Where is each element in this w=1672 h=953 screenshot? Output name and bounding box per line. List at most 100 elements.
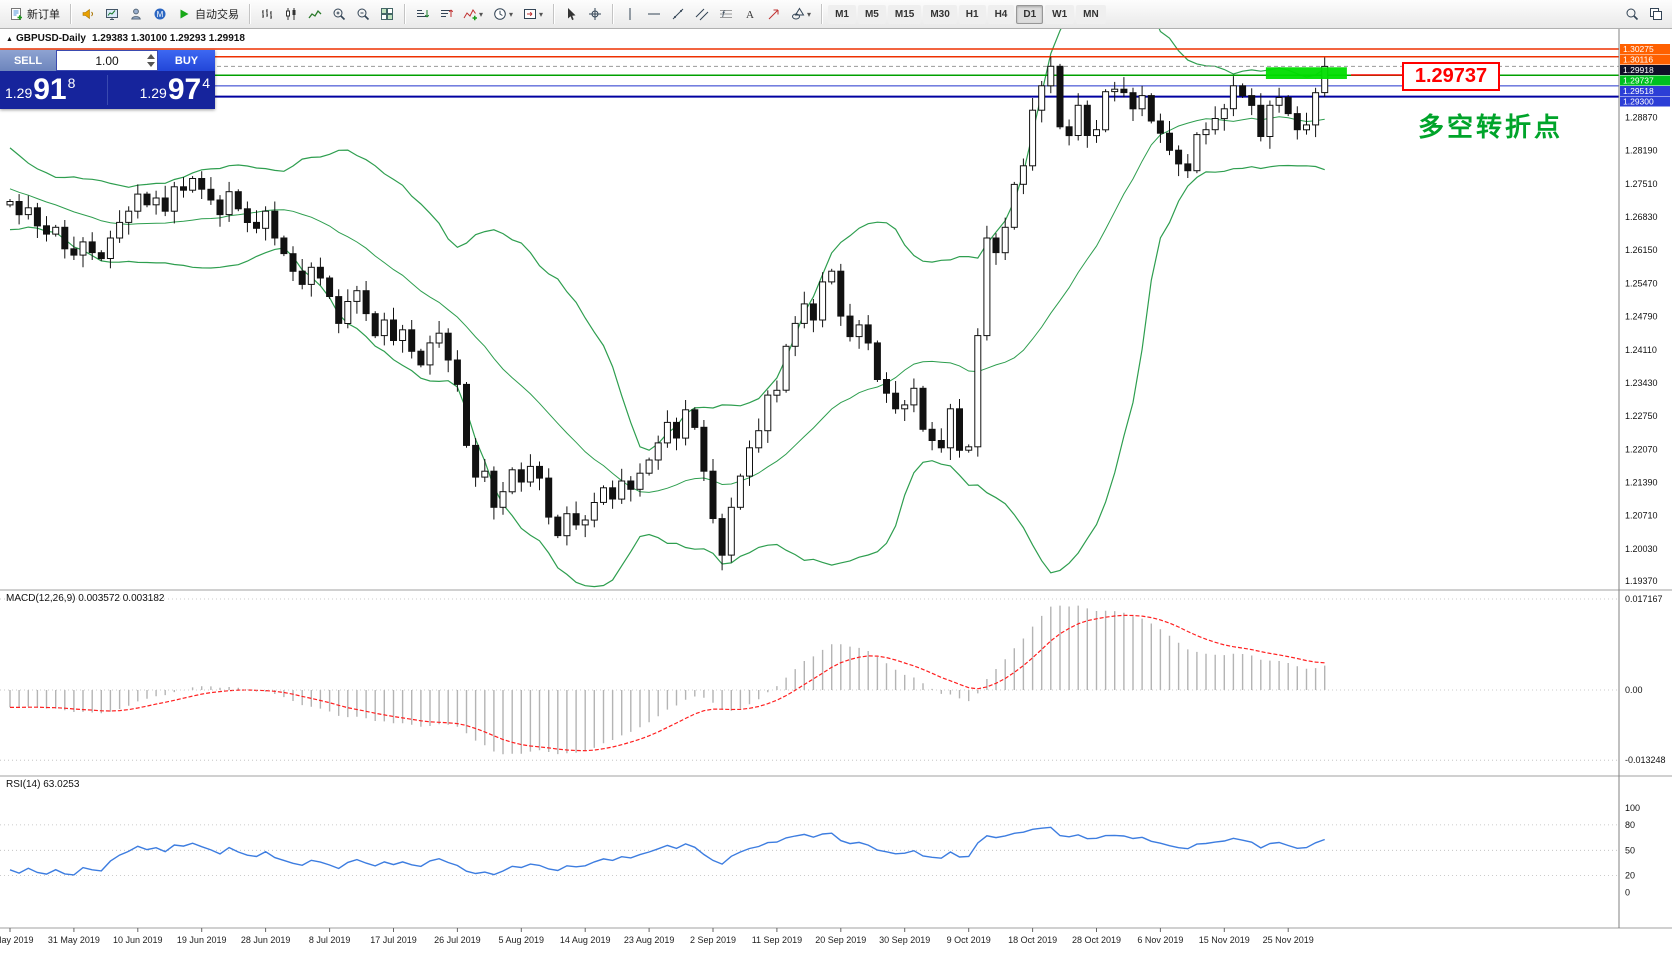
timeframe-mn[interactable]: MN xyxy=(1076,4,1106,24)
date-label: 6 Nov 2019 xyxy=(1137,935,1183,945)
timeframe-m1[interactable]: M1 xyxy=(828,4,856,24)
candle xyxy=(1147,95,1155,122)
chevron-down-icon[interactable]: ▾ xyxy=(807,9,812,19)
bar-chart-button[interactable] xyxy=(256,3,278,25)
price-tag-label: 1.30275 xyxy=(1623,44,1654,54)
candle xyxy=(1029,109,1037,167)
zoom-in-button[interactable] xyxy=(328,3,350,25)
turning-point-note[interactable]: 多空转折点 xyxy=(1418,112,1564,142)
symbol-period-label: GBPUSD-Daily xyxy=(15,33,86,44)
candles-layer xyxy=(6,56,1329,571)
candle xyxy=(399,329,407,341)
vertical-line-button[interactable] xyxy=(619,3,641,25)
text-button[interactable]: A xyxy=(739,3,761,25)
buy-button[interactable]: BUY xyxy=(158,50,215,71)
candle xyxy=(1065,126,1073,137)
mql-community-button[interactable]: M xyxy=(149,3,171,25)
alerts-button[interactable] xyxy=(77,3,99,25)
timeframe-d1[interactable]: D1 xyxy=(1016,4,1044,24)
timeframe-m5[interactable]: M5 xyxy=(857,4,886,24)
arrange-ascending-button[interactable] xyxy=(411,3,433,25)
price-tag xyxy=(1620,96,1670,107)
candle xyxy=(600,487,607,503)
rsi-axis-label: 50 xyxy=(1625,845,1635,855)
candlestick-chart-button[interactable] xyxy=(280,3,302,25)
candle xyxy=(125,210,133,223)
date-label: 30 Sep 2019 xyxy=(879,935,930,945)
candle xyxy=(143,193,151,206)
price-label: 1.22750 xyxy=(1625,411,1658,421)
candle xyxy=(946,408,954,449)
candle xyxy=(15,201,23,216)
price-tag xyxy=(1620,54,1670,65)
arrange-descending-button[interactable] xyxy=(435,3,457,25)
candle xyxy=(180,186,187,191)
chevron-down-icon[interactable]: ▾ xyxy=(479,9,484,19)
line-chart-button[interactable] xyxy=(304,3,326,25)
clock-icon xyxy=(493,7,507,21)
sell-button[interactable]: SELL xyxy=(0,50,56,71)
price-callout[interactable]: 1.29737 xyxy=(1402,62,1500,91)
candle xyxy=(700,426,708,472)
tile-windows-button[interactable] xyxy=(376,3,398,25)
timeframe-w1[interactable]: W1 xyxy=(1045,4,1075,24)
candle xyxy=(508,469,516,493)
date-label: 31 May 2019 xyxy=(48,935,100,945)
candle xyxy=(1248,95,1256,106)
equidistant-channel-button[interactable] xyxy=(691,3,713,25)
candle xyxy=(170,186,178,212)
spinner-down-icon[interactable] xyxy=(147,61,155,67)
chevron-down-icon[interactable]: ▾ xyxy=(539,9,544,19)
autotrading-button[interactable]: 自动交易 xyxy=(173,3,243,25)
fibonacci-button[interactable]: f xyxy=(715,3,737,25)
candle xyxy=(1175,149,1183,165)
volume-field[interactable]: 1.00 xyxy=(56,50,158,71)
candle xyxy=(1129,92,1137,110)
date-label: 8 Jul 2019 xyxy=(309,935,351,945)
tline-icon xyxy=(671,7,685,21)
chevron-down-icon[interactable]: ▾ xyxy=(509,9,514,19)
window-panes-button[interactable] xyxy=(1645,3,1667,25)
arrow-tool-button[interactable] xyxy=(763,3,785,25)
candle xyxy=(800,303,808,324)
volume-spinner[interactable] xyxy=(147,52,155,68)
candle xyxy=(819,281,827,321)
candle xyxy=(216,199,224,216)
profiles-button[interactable] xyxy=(125,3,147,25)
sell-price-head: 1.29 xyxy=(5,85,33,101)
candle xyxy=(408,329,416,352)
new-order-label: 新订单 xyxy=(27,9,60,21)
candle xyxy=(755,430,763,449)
candle xyxy=(371,313,379,337)
candle xyxy=(864,324,872,344)
toolbar-separator xyxy=(70,4,71,24)
shapes-button[interactable]: ▾ xyxy=(787,3,815,25)
timeframe-h1[interactable]: H1 xyxy=(958,4,986,24)
indicators-button[interactable]: ▾ xyxy=(459,3,487,25)
periods-button[interactable]: ▾ xyxy=(489,3,517,25)
search-icon xyxy=(1625,7,1639,21)
candle xyxy=(554,516,562,537)
zoom-out-button[interactable] xyxy=(352,3,374,25)
candle xyxy=(545,477,553,518)
user-icon xyxy=(129,7,143,21)
templates-button[interactable]: ▾ xyxy=(519,3,547,25)
candle xyxy=(526,465,534,483)
timeframe-h4[interactable]: H4 xyxy=(987,4,1015,24)
highlight-rect[interactable] xyxy=(1265,67,1347,79)
timeframe-m30[interactable]: M30 xyxy=(923,4,957,24)
crosshair-button[interactable] xyxy=(584,3,606,25)
spinner-up-icon[interactable] xyxy=(147,53,155,59)
horizontal-line-button[interactable] xyxy=(643,3,665,25)
zoom-window-button[interactable] xyxy=(1621,3,1643,25)
candle xyxy=(1102,91,1110,131)
chart-canvas[interactable]: 0.017167 0.00 -0.013248 100 80 50 20 0 1.28870 1.… xyxy=(0,29,1672,953)
new-order-button[interactable]: 新订单 xyxy=(5,3,64,25)
cursor-button[interactable] xyxy=(560,3,582,25)
date-label: 15 Nov 2019 xyxy=(1199,935,1250,945)
trendline-button[interactable] xyxy=(667,3,689,25)
indicator-icon xyxy=(463,7,477,21)
candle xyxy=(390,319,397,341)
timeframe-m15[interactable]: M15 xyxy=(887,4,922,24)
market-watch-button[interactable] xyxy=(101,3,123,25)
